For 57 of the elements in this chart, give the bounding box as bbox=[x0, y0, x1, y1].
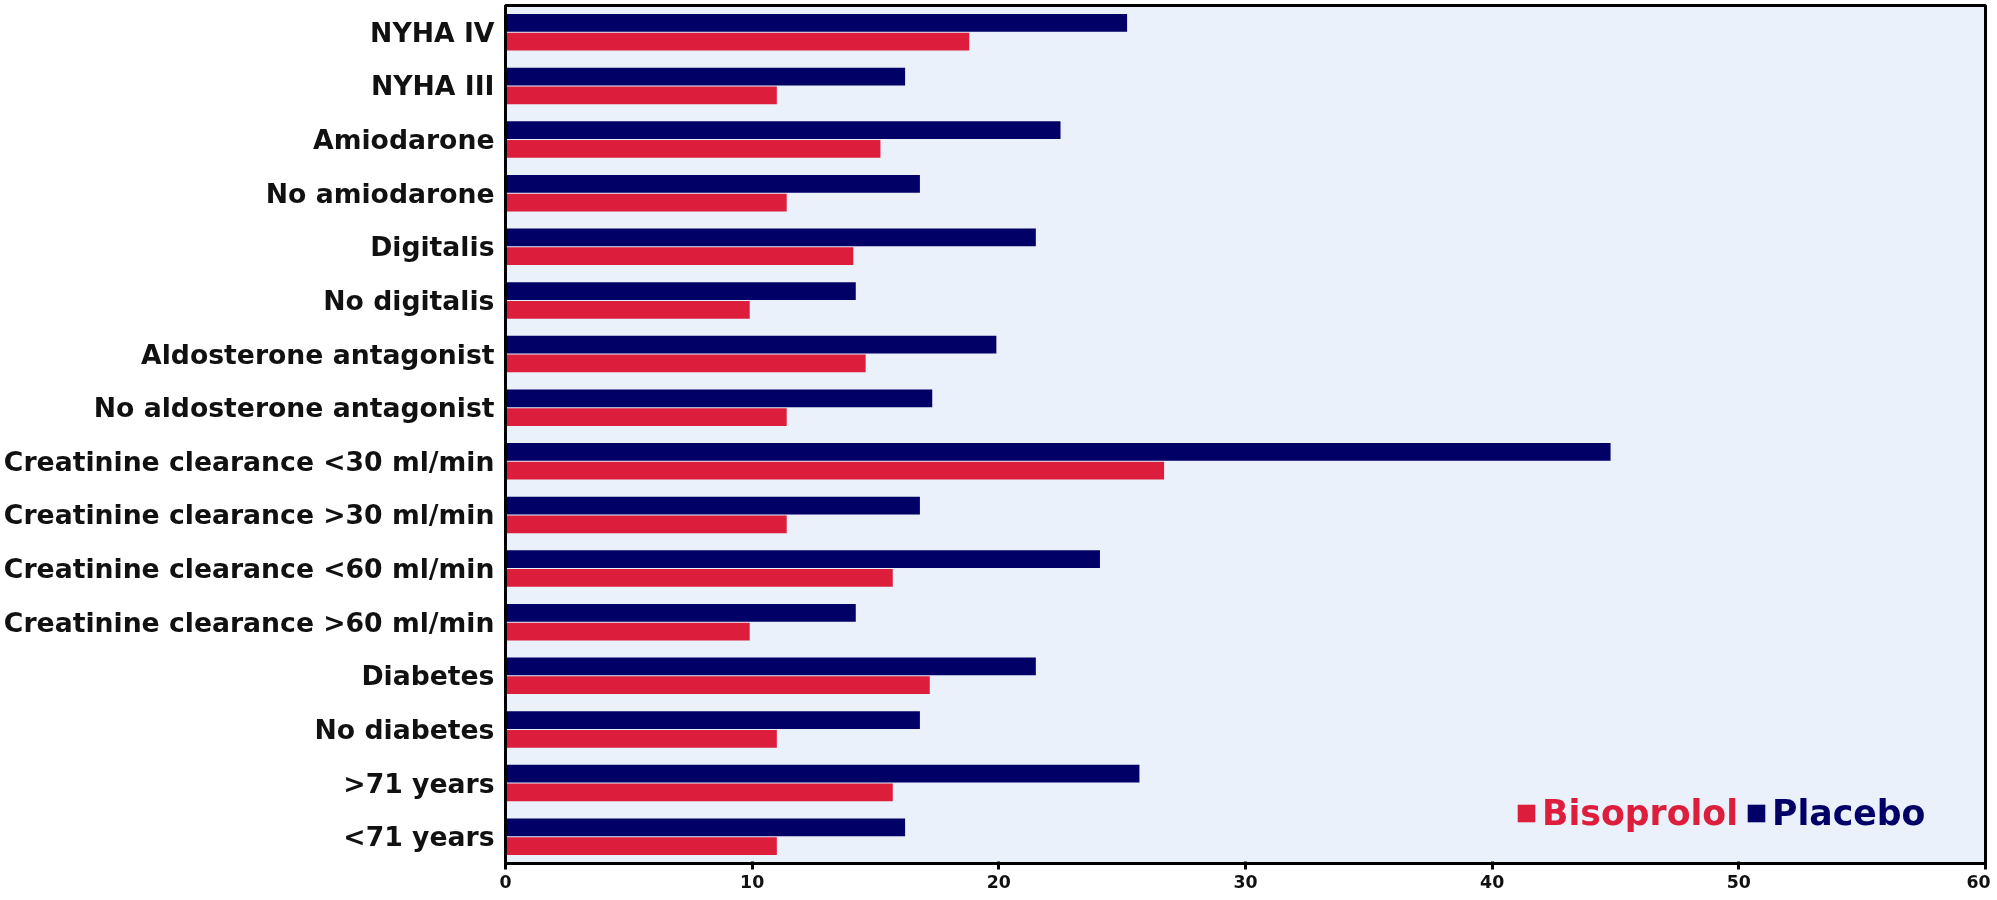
x-tick-label: 30 bbox=[1233, 871, 1258, 892]
bar bbox=[505, 783, 893, 802]
bar bbox=[505, 569, 893, 587]
y-tick-label: Creatinine clearance <60 ml/min bbox=[3, 553, 495, 585]
y-tick-label: <71 years bbox=[343, 821, 495, 853]
bar bbox=[505, 550, 1100, 569]
bar bbox=[505, 174, 920, 193]
bar bbox=[505, 32, 970, 51]
y-tick-label: NYHA III bbox=[370, 70, 495, 102]
y-tick-label: No digitalis bbox=[323, 284, 495, 316]
y-tick-label: Creatinine clearance >60 ml/min bbox=[3, 606, 495, 638]
y-tick-label: Amiodarone bbox=[313, 124, 495, 156]
bar bbox=[505, 335, 997, 354]
bar bbox=[505, 14, 1128, 32]
y-tick-label: Creatinine clearance <30 ml/min bbox=[3, 445, 495, 477]
bar bbox=[505, 443, 1611, 461]
bar bbox=[505, 354, 866, 373]
x-tick-label: 40 bbox=[1480, 871, 1505, 892]
y-tick-label: Creatinine clearance >30 ml/min bbox=[3, 499, 495, 531]
bar bbox=[505, 496, 920, 515]
y-tick-label: No aldosterone antagonist bbox=[93, 392, 495, 424]
bar bbox=[505, 86, 777, 105]
y-tick-label: Digitalis bbox=[370, 231, 495, 263]
bar bbox=[505, 228, 1036, 247]
bar bbox=[505, 622, 750, 641]
bar bbox=[505, 461, 1165, 480]
y-tick-label: Diabetes bbox=[361, 660, 495, 692]
bar bbox=[505, 818, 906, 837]
bar bbox=[505, 300, 750, 319]
bar bbox=[505, 193, 787, 212]
bar bbox=[505, 389, 933, 408]
bar bbox=[505, 764, 1140, 783]
y-tick-label: No diabetes bbox=[314, 713, 495, 745]
x-tick-label: 60 bbox=[1966, 871, 1991, 892]
legend-label: Placebo bbox=[1772, 793, 1926, 833]
bar bbox=[505, 676, 930, 695]
x-tick-label: 10 bbox=[740, 871, 765, 892]
bar bbox=[505, 729, 777, 748]
y-tick-label: NYHA IV bbox=[370, 16, 495, 48]
bar bbox=[505, 282, 856, 300]
y-tick-label: No amiodarone bbox=[265, 177, 495, 209]
bar bbox=[505, 603, 856, 622]
bar bbox=[505, 140, 881, 158]
bar bbox=[505, 121, 1061, 140]
bar bbox=[505, 247, 854, 266]
x-tick-label: 0 bbox=[499, 871, 512, 892]
bar bbox=[505, 837, 777, 855]
bar bbox=[505, 515, 787, 534]
bar bbox=[505, 711, 920, 729]
y-tick-label: >71 years bbox=[343, 767, 495, 799]
bar bbox=[505, 657, 1036, 676]
bar bbox=[505, 67, 906, 86]
bar bbox=[505, 408, 787, 426]
x-tick-label: 20 bbox=[986, 871, 1011, 892]
legend-label: Bisoprolol bbox=[1542, 793, 1739, 833]
y-tick-label: Aldosterone antagonist bbox=[141, 338, 495, 370]
x-tick-label: 50 bbox=[1726, 871, 1751, 892]
